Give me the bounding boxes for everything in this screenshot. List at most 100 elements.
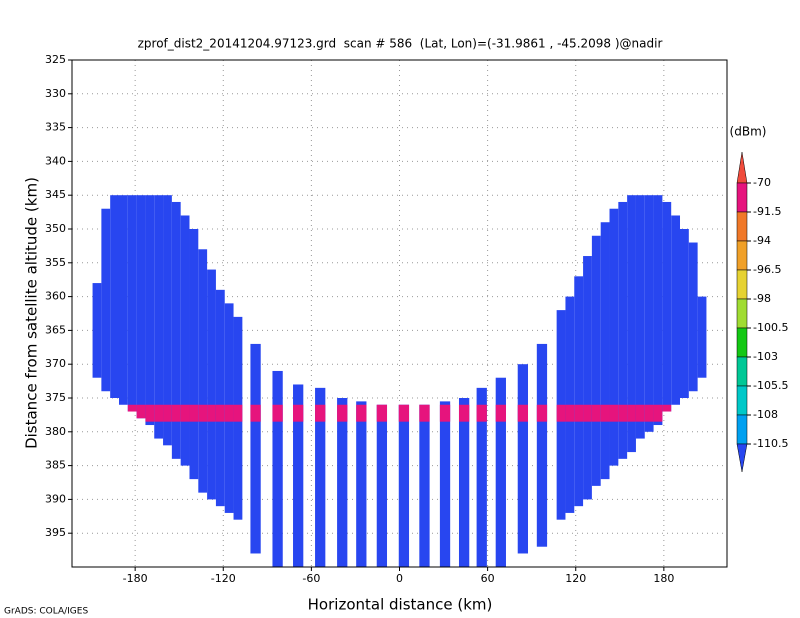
y-tick-label: 325 bbox=[45, 53, 66, 66]
colorbar-segment bbox=[736, 414, 748, 445]
surface-echo bbox=[356, 404, 367, 422]
surface-echo bbox=[189, 404, 199, 422]
colorbar-tick-label: -110.5 bbox=[753, 437, 788, 450]
colorbar-segment bbox=[736, 182, 748, 213]
field-column bbox=[398, 404, 410, 567]
field-column bbox=[250, 343, 261, 554]
field-column bbox=[272, 370, 283, 567]
field-column bbox=[171, 201, 181, 459]
field-column bbox=[315, 387, 326, 567]
y-axis-label: Distance from satellite altitude (km) bbox=[23, 177, 41, 449]
surface-echo bbox=[272, 404, 283, 422]
surface-echo bbox=[233, 404, 243, 422]
surface-echo bbox=[536, 404, 548, 422]
surface-echo bbox=[609, 404, 619, 422]
field-column bbox=[198, 249, 208, 493]
field-column bbox=[583, 256, 592, 500]
x-axis-label: Horizontal distance (km) bbox=[308, 596, 493, 614]
field-column bbox=[189, 229, 199, 480]
colorbar-tick-label: -100.5 bbox=[753, 321, 788, 334]
field-column bbox=[495, 377, 506, 567]
field-column bbox=[154, 195, 164, 439]
y-tick-label: 350 bbox=[45, 222, 66, 235]
surface-echo bbox=[618, 404, 628, 422]
x-tick-label: 0 bbox=[396, 572, 403, 585]
surface-echo bbox=[198, 404, 208, 422]
field-column bbox=[118, 195, 128, 405]
surface-echo bbox=[171, 404, 181, 422]
colorbar-tick-label: -98 bbox=[753, 292, 771, 305]
field-column bbox=[618, 201, 628, 459]
x-tick-label: 180 bbox=[653, 572, 674, 585]
field-column bbox=[697, 296, 707, 378]
y-tick-label: 375 bbox=[45, 391, 66, 404]
x-tick-label: -180 bbox=[123, 572, 148, 585]
surface-echo bbox=[583, 404, 592, 422]
colorbar-segment bbox=[736, 385, 748, 416]
x-tick-label: 120 bbox=[565, 572, 586, 585]
y-tick-label: 370 bbox=[45, 357, 66, 370]
colorbar-segment bbox=[736, 327, 748, 358]
surface-echo bbox=[145, 404, 155, 422]
surface-echo bbox=[565, 404, 575, 422]
surface-echo bbox=[224, 404, 234, 422]
field-column bbox=[644, 195, 654, 432]
colorbar-tick-label: -96.5 bbox=[753, 263, 781, 276]
surface-echo bbox=[600, 404, 610, 422]
field-column bbox=[215, 289, 225, 507]
surface-echo bbox=[163, 404, 172, 422]
colorbar-bottom bbox=[736, 443, 748, 473]
field-column bbox=[680, 229, 689, 398]
field-column bbox=[671, 215, 681, 405]
surface-echo bbox=[419, 404, 430, 422]
plot-frame bbox=[71, 59, 728, 568]
surface-echo bbox=[180, 404, 190, 422]
field-column bbox=[92, 283, 102, 378]
colorbar-tick-label: -91.5 bbox=[753, 205, 781, 218]
field-column bbox=[110, 195, 119, 398]
field-column bbox=[609, 208, 619, 466]
surface-echo bbox=[293, 404, 304, 422]
surface-echo bbox=[458, 404, 470, 422]
field-column bbox=[419, 404, 430, 567]
field-column bbox=[688, 242, 698, 392]
surface-echo bbox=[398, 404, 410, 422]
surface-echo bbox=[556, 404, 566, 422]
y-tick-label: 395 bbox=[45, 526, 66, 539]
field-column bbox=[627, 195, 636, 453]
y-tick-label: 390 bbox=[45, 492, 66, 505]
surface-echo bbox=[376, 404, 388, 422]
surface-echo bbox=[653, 404, 663, 422]
colorbar-label: (dBm) bbox=[730, 125, 767, 139]
y-tick-label: 330 bbox=[45, 87, 66, 100]
surface-echo bbox=[154, 404, 164, 422]
y-tick-label: 360 bbox=[45, 290, 66, 303]
surface-echo bbox=[662, 404, 672, 412]
x-tick-label: -120 bbox=[211, 572, 236, 585]
surface-echo bbox=[476, 404, 487, 422]
y-tick-label: 385 bbox=[45, 459, 66, 472]
y-tick-label: 355 bbox=[45, 256, 66, 269]
surface-echo bbox=[250, 404, 261, 422]
surface-echo bbox=[127, 404, 137, 412]
field-column bbox=[476, 387, 487, 567]
surface-echo bbox=[315, 404, 326, 422]
colorbar-tick-label: -94 bbox=[753, 234, 771, 247]
field-column bbox=[145, 195, 155, 426]
field-column bbox=[635, 195, 645, 439]
colorbar-segment bbox=[736, 269, 748, 300]
colorbar-tick-label: -70 bbox=[753, 176, 771, 189]
field-column bbox=[337, 398, 348, 567]
surface-echo bbox=[574, 404, 584, 422]
surface-echo bbox=[495, 404, 506, 422]
x-tick-label: -60 bbox=[302, 572, 320, 585]
colorbar-segment bbox=[736, 211, 748, 242]
field-column bbox=[127, 195, 137, 412]
surface-echo bbox=[635, 404, 645, 422]
colorbar-segment bbox=[736, 356, 748, 387]
credit: GrADS: COLA/IGES bbox=[4, 607, 88, 617]
y-tick-label: 340 bbox=[45, 154, 66, 167]
field-column bbox=[653, 195, 663, 426]
surface-echo bbox=[207, 404, 216, 422]
